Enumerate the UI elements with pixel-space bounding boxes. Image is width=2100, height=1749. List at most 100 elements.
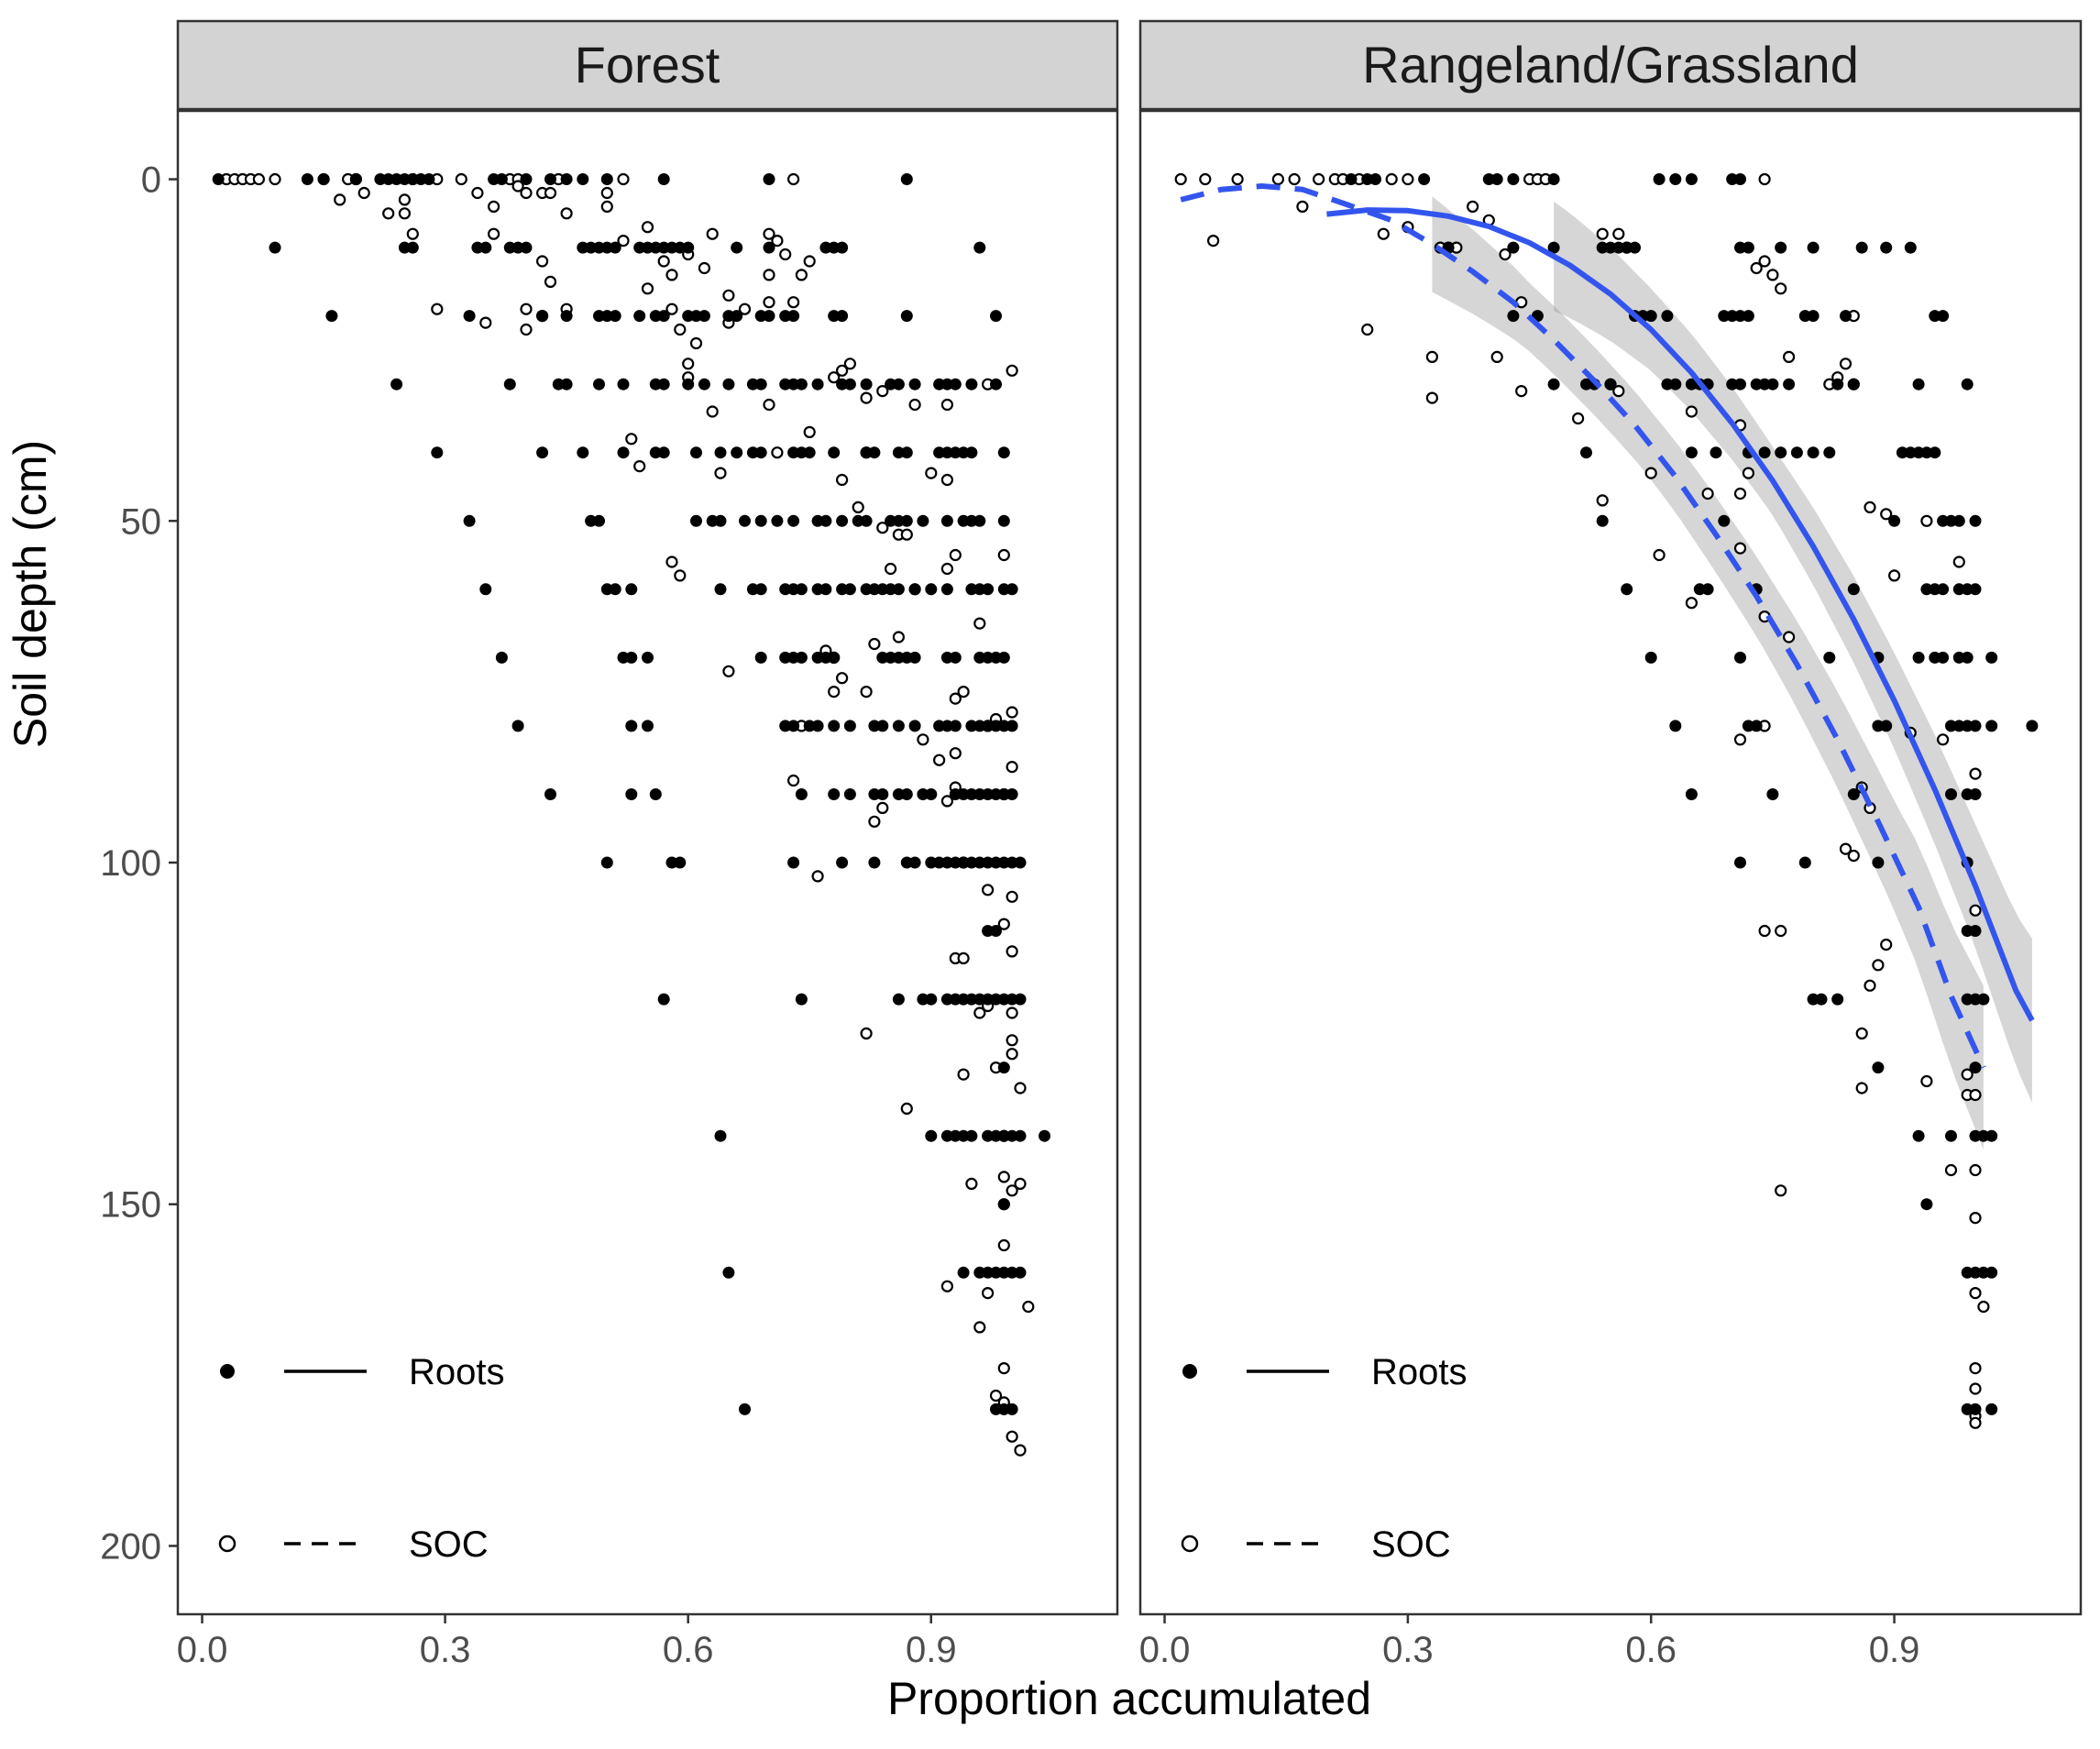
roots-point (1604, 378, 1617, 390)
soc-point (957, 685, 970, 698)
soc-point (1969, 767, 1982, 780)
roots-point (657, 378, 670, 390)
roots-point (892, 651, 905, 664)
roots-point (763, 310, 775, 323)
soc-point (1839, 358, 1853, 370)
roots-point (868, 720, 881, 732)
soc-point (1758, 255, 1771, 268)
roots-point (795, 788, 808, 800)
soc-point (406, 227, 419, 240)
soc-point (868, 637, 881, 651)
roots-point (1855, 241, 1868, 254)
roots-point (1006, 1266, 1018, 1279)
roots-point (900, 310, 913, 323)
soc-point (1864, 979, 1876, 992)
roots-point (1929, 446, 1941, 459)
soc-point (1022, 1300, 1035, 1314)
roots-point (965, 1129, 978, 1142)
roots-point (577, 173, 589, 185)
roots-fit-line (1326, 207, 2035, 1022)
roots-point (1952, 651, 1965, 664)
roots-point (1507, 173, 1520, 185)
soc-point (1499, 248, 1512, 261)
roots-point (892, 993, 905, 1006)
soc-point (835, 473, 849, 487)
soc-point (949, 692, 962, 705)
soc-point (1653, 548, 1666, 562)
roots-point (940, 583, 953, 596)
soc-point (633, 460, 646, 473)
roots-point (828, 310, 841, 323)
roots-point (779, 651, 792, 664)
x-tick-label: 0.3 (420, 1630, 471, 1670)
soc-point (940, 398, 954, 412)
soc-point (997, 548, 1010, 562)
roots-point (754, 583, 767, 596)
soc-point (1612, 385, 1625, 398)
roots-point (787, 310, 800, 323)
x-axis-ticks-rangeland-grassland: 0.0 0.3 0.6 0.9 (1139, 1614, 1919, 1670)
roots-point (1006, 720, 1018, 732)
roots-point (1644, 310, 1657, 323)
soc-point (706, 405, 719, 418)
roots-point (795, 378, 808, 390)
roots-point (431, 446, 444, 459)
roots-point (600, 241, 613, 254)
roots-point (600, 173, 613, 185)
roots-point (674, 856, 687, 869)
soc-point (1006, 1034, 1018, 1047)
x-tick-label: 0.0 (177, 1630, 228, 1670)
x-tick-label: 0.3 (1382, 1630, 1434, 1670)
soc-point (786, 172, 800, 186)
roots-point (1621, 583, 1633, 596)
roots-point (1937, 583, 1950, 596)
soc-point (641, 282, 654, 295)
soc-point (828, 371, 841, 384)
x-tick-label: 0.0 (1139, 1630, 1191, 1670)
roots-point (908, 378, 921, 390)
roots-point (1912, 378, 1925, 390)
roots-point (1596, 514, 1609, 527)
soc-point (997, 1171, 1010, 1183)
roots-point (398, 173, 411, 185)
roots-point (982, 720, 995, 732)
roots-point (1014, 1266, 1027, 1279)
roots-point (1766, 378, 1779, 390)
soc-point (1402, 172, 1414, 186)
roots-point (600, 856, 613, 869)
roots-point (982, 651, 995, 664)
roots-point (965, 378, 978, 390)
roots-point (1952, 583, 1965, 596)
roots-point (625, 583, 638, 596)
roots-point (1969, 925, 1982, 937)
roots-point (698, 310, 710, 323)
roots-point (1807, 993, 1820, 1006)
roots-point (925, 1129, 938, 1142)
roots-point (1661, 378, 1674, 390)
roots-point (982, 856, 995, 869)
soc-point (908, 398, 921, 412)
roots-point (1961, 378, 1974, 390)
soc-point (835, 672, 849, 685)
roots-point (763, 173, 775, 185)
roots-confidence-ribbon (1554, 202, 2032, 1103)
y-tick-label: 200 (100, 1526, 161, 1567)
soc-point (828, 685, 841, 698)
soc-point (382, 207, 395, 220)
soc-point (1014, 1177, 1027, 1191)
roots-point (511, 241, 524, 254)
soc-point (917, 733, 929, 746)
soc-point (1515, 385, 1528, 398)
roots-point (997, 514, 1010, 527)
roots-point (714, 446, 727, 459)
soc-point (932, 754, 946, 766)
soc-point (1425, 391, 1439, 404)
soc-point (1872, 959, 1885, 972)
roots-point (1977, 993, 1990, 1006)
soc-point (1571, 412, 1585, 425)
soc-point (900, 1102, 913, 1116)
legend-rangeland-grassland: Roots SOC (1181, 1352, 1468, 1565)
roots-point (495, 651, 508, 664)
roots-point (997, 446, 1010, 459)
